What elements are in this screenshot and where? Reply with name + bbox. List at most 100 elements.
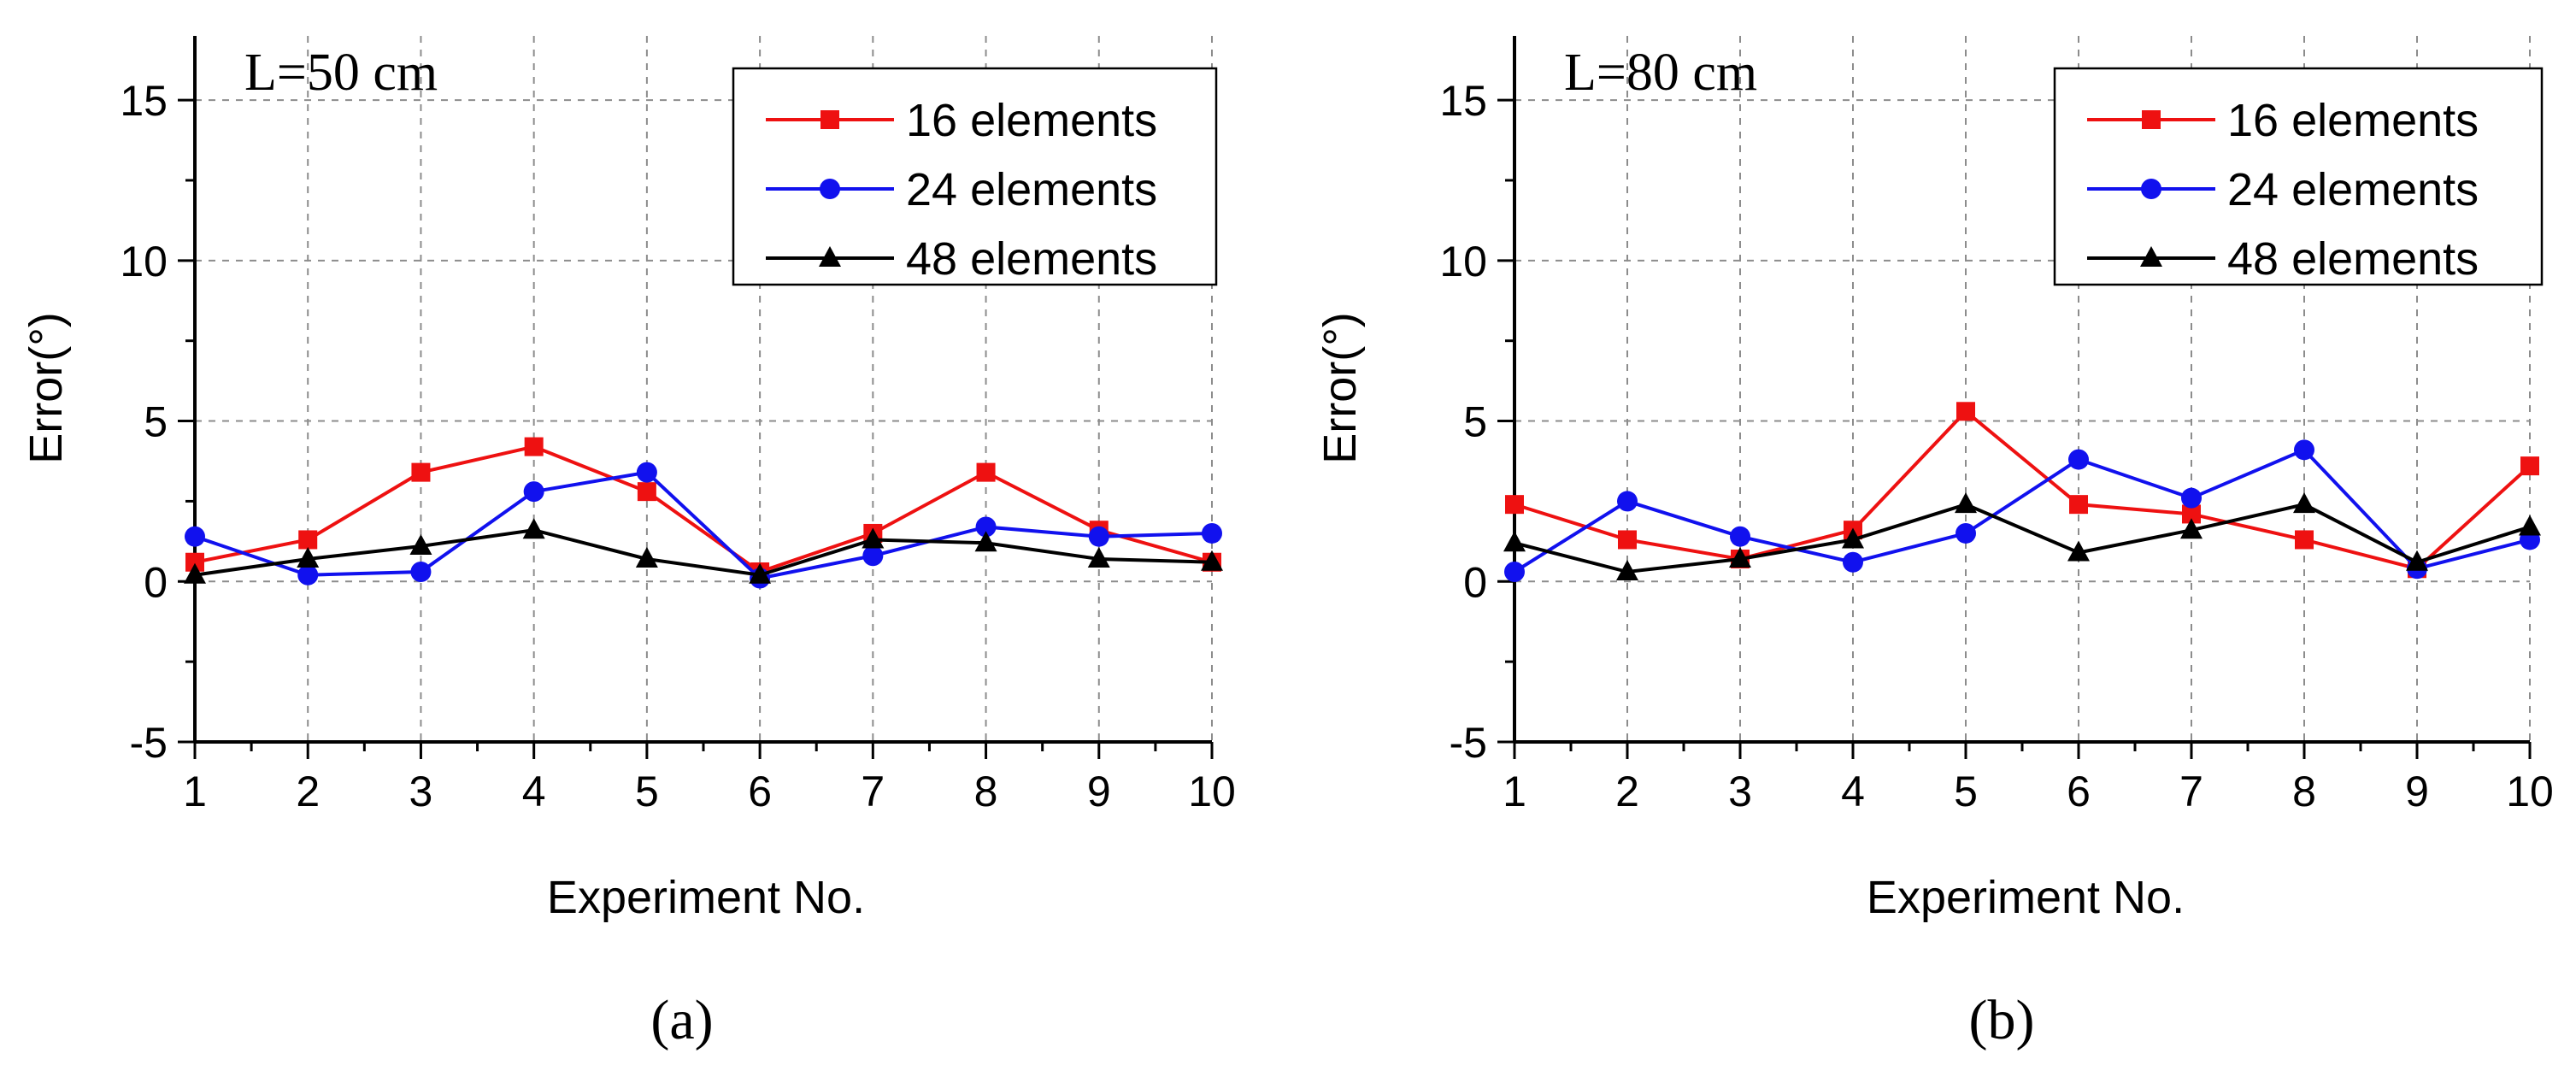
data-point (410, 562, 432, 583)
x-tick-label: 9 (2405, 768, 2429, 815)
y-tick-label: 15 (1439, 77, 1487, 125)
series-line (194, 444, 1213, 574)
x-tick-label: 1 (183, 768, 207, 815)
x-tick-label: 7 (861, 768, 885, 815)
data-point (2295, 530, 2314, 550)
data-point (2182, 504, 2201, 524)
series-line (194, 470, 1213, 580)
legend-label: 24 elements (2227, 164, 2479, 215)
y-tick-label: 0 (1463, 558, 1487, 606)
legend: 16 elements 24 elements 48 elements (732, 67, 1218, 286)
data-point (2181, 487, 2202, 509)
data-point (637, 482, 656, 502)
panel-a: 1 2 3 4 5 6 7 8 9 10 -5 0 5 10 15 Experiment No. Error(°… (21, 36, 1236, 1051)
data-point (1956, 522, 1976, 544)
legend-marker (820, 110, 839, 129)
series-line (1514, 409, 2532, 571)
series-line (194, 528, 1213, 577)
x-tick-label: 2 (1615, 768, 1639, 815)
x-tick-label: 5 (635, 768, 659, 815)
data-point (1955, 492, 1977, 514)
x-axis-title: Experiment No. (547, 872, 865, 923)
data-point (523, 481, 544, 503)
series-48-elements (1503, 492, 2541, 581)
y-tick-label: 10 (120, 238, 168, 285)
x-tick-label: 3 (409, 768, 433, 815)
data-point (2519, 515, 2541, 536)
data-point (1504, 562, 1525, 583)
series-48-elements (184, 518, 1223, 584)
legend-label: 24 elements (906, 164, 1157, 215)
data-point (976, 462, 996, 482)
legend-label: 16 elements (2227, 95, 2479, 146)
legend-marker (819, 246, 841, 267)
data-point (2180, 518, 2203, 539)
legend-label: 48 elements (906, 233, 1157, 285)
data-point (409, 533, 432, 555)
legend-label: 16 elements (906, 95, 1157, 146)
legend-label: 48 elements (2227, 233, 2479, 285)
data-point (297, 546, 320, 568)
data-point (1087, 546, 1110, 568)
series-24-elements (185, 462, 1222, 589)
x-tick-label: 6 (748, 768, 772, 815)
x-tick-label: 9 (1087, 768, 1111, 815)
y-tick-label: -5 (130, 719, 168, 767)
data-point (1730, 526, 1750, 547)
data-point (184, 562, 206, 584)
x-tick-label: 3 (1728, 768, 1752, 815)
data-point (2293, 492, 2315, 514)
data-point (1617, 491, 1638, 512)
data-point (1616, 560, 1638, 581)
data-point (1505, 495, 1524, 515)
legend: 16 elements 24 elements 48 elements (2053, 67, 2544, 286)
data-point (1843, 551, 1863, 573)
series-line (1514, 503, 2531, 574)
x-tick-label: 4 (1841, 768, 1865, 815)
legend-box (2053, 67, 2544, 286)
data-point (524, 437, 544, 456)
data-point (1729, 546, 1751, 568)
data-point (862, 527, 885, 549)
y-axis-title: Error(°) (1314, 312, 1366, 464)
x-tick-label: 1 (1503, 768, 1526, 815)
data-point (975, 516, 997, 538)
data-point (1201, 550, 1223, 571)
data-point (2406, 550, 2428, 571)
panel-annotation: L=50 cm (244, 44, 438, 102)
data-point (635, 546, 658, 568)
data-point (411, 462, 431, 482)
x-axis-title: Experiment No. (1867, 872, 2185, 923)
x-tick-label: 4 (522, 768, 546, 815)
data-point (636, 462, 657, 483)
x-tick-label: 8 (974, 768, 998, 815)
panel-caption: (a) (650, 989, 713, 1051)
legend-marker (820, 179, 840, 199)
data-point (1503, 531, 1526, 552)
y-tick-label: 15 (120, 77, 168, 125)
x-tick-label: 7 (2179, 768, 2203, 815)
x-tick-label: 2 (296, 768, 320, 815)
x-tick-label: 8 (2292, 768, 2316, 815)
data-point (1202, 522, 1222, 544)
series-16-elements (185, 437, 1221, 582)
data-point (1618, 530, 1637, 550)
panel-b: 1 2 3 4 5 6 7 8 9 10 -5 0 5 10 15 Experiment No. Error(°… (1314, 36, 2554, 1051)
y-tick-label: 5 (144, 398, 168, 446)
data-point (185, 526, 205, 547)
data-point (749, 562, 772, 584)
y-tick-label: 0 (144, 558, 168, 606)
y-tick-label: -5 (1450, 719, 1487, 767)
y-tick-label: 5 (1463, 398, 1487, 446)
data-point (298, 530, 318, 550)
x-tick-label: 6 (2067, 768, 2091, 815)
data-point (2067, 540, 2090, 562)
data-point (1956, 402, 1975, 421)
legend-marker (2142, 110, 2161, 129)
y-tick-label: 10 (1439, 238, 1487, 285)
data-point (862, 545, 884, 567)
series-16-elements (1505, 402, 2539, 579)
series-24-elements (1504, 439, 2540, 583)
legend-marker (2140, 246, 2162, 267)
